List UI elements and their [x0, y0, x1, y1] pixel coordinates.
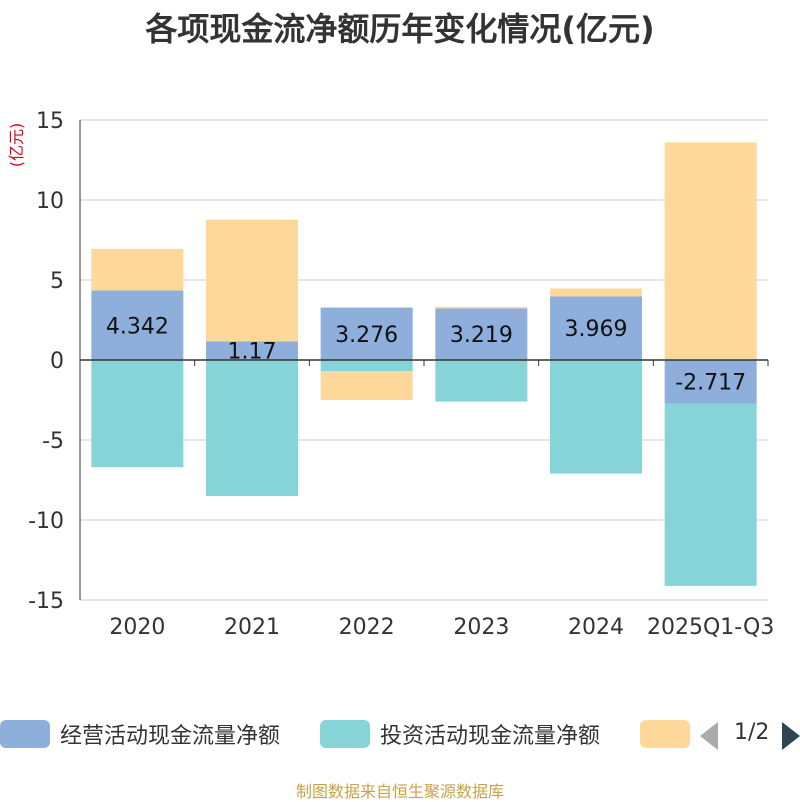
data-label: 3.276	[335, 323, 398, 348]
bar-operating	[664, 360, 757, 404]
legend-label-operating: 经营活动现金流量净额	[60, 724, 281, 749]
bar-financing	[435, 306, 528, 309]
x-tick-label: 2023	[453, 615, 509, 640]
source-note: 制图数据来自恒生聚源数据库	[295, 782, 504, 801]
data-label: 3.219	[450, 323, 513, 348]
legend-pager: 1/2	[700, 718, 800, 752]
x-tick-label: 2020	[109, 615, 165, 640]
bar-financing	[91, 248, 184, 291]
bar-financing	[206, 219, 298, 342]
bar-investing	[550, 360, 642, 474]
bar-investing	[91, 360, 184, 468]
y-tick-label: 5	[50, 269, 64, 294]
bar-operating	[320, 307, 413, 360]
bar-operating	[206, 341, 298, 360]
y-tick-label: 10	[36, 189, 64, 214]
data-label: 4.342	[106, 314, 169, 339]
bar-investing	[206, 360, 298, 496]
x-tick-label: 2025Q1-Q3	[647, 615, 774, 640]
x-tick-label: 2022	[339, 615, 395, 640]
bar-investing	[320, 360, 413, 372]
legend-swatch-investing	[320, 720, 370, 748]
y-tick-label: -10	[28, 509, 64, 534]
y-tick-label: 15	[36, 109, 64, 134]
data-label: -2.717	[675, 371, 746, 396]
pager-prev-icon[interactable]	[700, 722, 718, 750]
x-tick-label: 2024	[568, 615, 624, 640]
legend-swatch-operating	[0, 720, 50, 748]
chart-title: 各项现金流净额历年变化情况(亿元)	[145, 10, 655, 48]
pager-next-icon[interactable]	[782, 722, 800, 750]
y-tick-label: -15	[28, 589, 64, 614]
bar-financing	[550, 288, 642, 297]
bar-operating	[435, 308, 528, 360]
x-tick-label: 2021	[224, 615, 280, 640]
bar-operating	[550, 296, 642, 360]
bar-financing	[664, 142, 757, 360]
bar-financing	[320, 371, 413, 400]
bar-investing	[664, 403, 757, 586]
bar-operating	[91, 290, 184, 360]
bar-investing	[435, 360, 528, 402]
legend-swatch-financing	[640, 720, 690, 748]
pager-text: 1/2	[734, 720, 770, 745]
legend-label-investing: 投资活动现金流量净额	[380, 724, 601, 749]
data-label: 3.969	[565, 317, 628, 342]
y-axis-label: (亿元)	[7, 123, 26, 168]
y-tick-label: 0	[50, 349, 64, 374]
y-tick-label: -5	[42, 429, 64, 454]
